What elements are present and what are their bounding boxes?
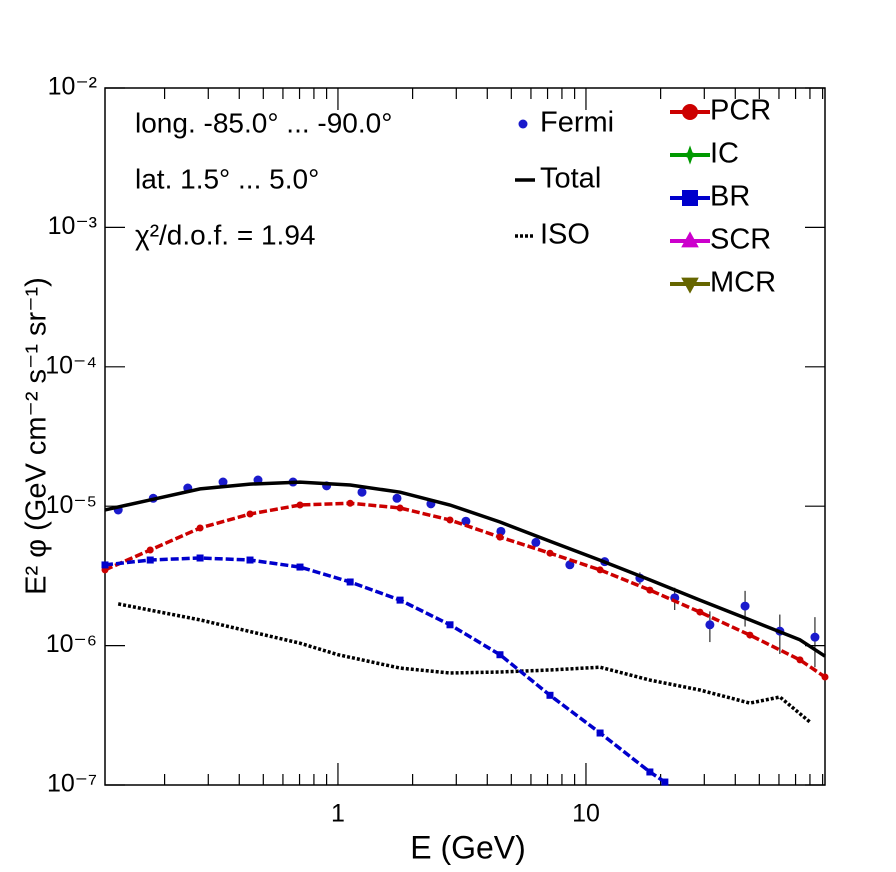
data-point: [796, 656, 804, 664]
data-point: [661, 778, 669, 786]
legend-label: Total: [540, 163, 601, 195]
y-tick-label: 10⁻³: [48, 212, 97, 240]
data-point: [296, 501, 304, 509]
y-tick-label: 10⁻⁷: [47, 770, 97, 798]
data-point: [596, 729, 604, 737]
data-point: [196, 554, 204, 562]
data-point: [396, 504, 404, 512]
data-point: [740, 601, 750, 611]
data-point: [596, 566, 604, 574]
y-tick-label: 10⁻²: [48, 73, 97, 101]
series-line: [104, 501, 826, 679]
legend-label: SCR: [710, 224, 771, 256]
data-point: [565, 560, 575, 570]
legend-marker: [518, 119, 528, 129]
data-point: [446, 621, 454, 629]
data-point: [646, 586, 654, 594]
series-line: [117, 602, 812, 724]
data-point: [246, 556, 254, 564]
data-point: [246, 510, 254, 518]
x-axis-label: E (GeV): [410, 829, 526, 865]
data-point: [396, 596, 404, 604]
x-tick-label: 10: [572, 800, 600, 828]
data-point: [821, 673, 829, 681]
data-point: [496, 526, 506, 536]
data-point: [461, 516, 471, 526]
y-tick-label: 10⁻⁶: [46, 630, 97, 658]
data-point: [696, 608, 704, 616]
legend-label: ISO: [540, 219, 590, 251]
annotation: χ²/d.o.f. = 1.94: [135, 219, 315, 250]
plot-frame: [104, 87, 826, 786]
data-point: [346, 499, 354, 507]
legend-label: Fermi: [540, 107, 614, 139]
data-point: [546, 691, 554, 699]
legend-marker: [681, 231, 699, 248]
legend-label: PCR: [710, 95, 771, 127]
data-point: [746, 631, 754, 639]
data-point: [646, 768, 654, 776]
data-point: [496, 533, 504, 541]
data-point: [531, 537, 541, 547]
legend-label: IC: [710, 138, 739, 170]
data-point: [346, 578, 354, 586]
data-point: [810, 632, 820, 642]
data-point: [196, 524, 204, 532]
data-point: [146, 546, 154, 554]
data-point: [705, 620, 715, 630]
data-point: [146, 556, 154, 564]
data-point: [392, 493, 402, 503]
y-axis-label: E² φ (GeV cm⁻² s⁻¹ sr⁻¹): [21, 277, 53, 595]
legend-label: MCR: [710, 267, 776, 299]
legend-marker: [682, 104, 698, 120]
series-line: [104, 480, 826, 658]
y-tick-label: 10⁻⁴: [45, 351, 97, 379]
legend-marker: [681, 277, 699, 294]
data-point: [496, 651, 504, 659]
legend-label: BR: [710, 181, 750, 213]
data-point: [296, 563, 304, 571]
data-point: [446, 516, 454, 524]
annotation: lat. 1.5° ... 5.0°: [135, 163, 319, 194]
data-point: [101, 561, 109, 569]
data-point: [218, 477, 228, 487]
annotation: long. -85.0° ... -90.0°: [135, 107, 392, 138]
data-point: [357, 487, 367, 497]
legend-marker: [682, 190, 698, 206]
data-point: [546, 549, 554, 557]
x-tick-label: 1: [331, 800, 345, 828]
y-tick-label: 10⁻⁵: [46, 491, 97, 519]
legend-marker: [680, 145, 700, 165]
